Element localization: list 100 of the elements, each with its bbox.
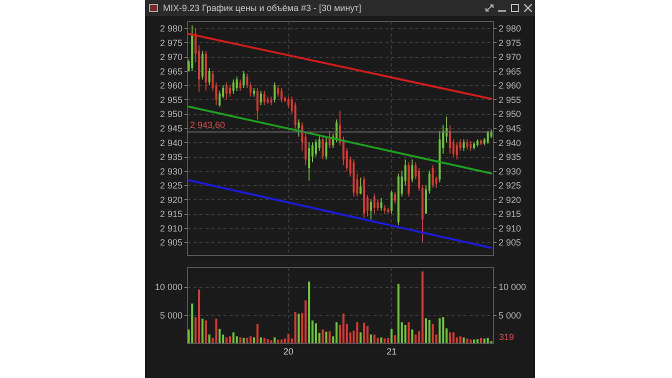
bar xyxy=(308,282,310,343)
bar xyxy=(274,337,276,343)
bar xyxy=(483,338,486,343)
bar xyxy=(246,338,248,343)
bar xyxy=(284,338,286,343)
text: 319 xyxy=(499,332,514,342)
y-tick-label: 2 950 xyxy=(160,109,182,120)
y2-tick-label: 2 965 xyxy=(498,66,522,76)
bar xyxy=(263,338,266,343)
y2-tick-label: 2 935 xyxy=(498,152,522,162)
bar xyxy=(424,318,427,343)
y2-tick-label: 2 940 xyxy=(498,138,522,148)
bar xyxy=(380,337,382,343)
bar xyxy=(270,340,272,343)
bar xyxy=(250,336,252,343)
y2-tick-label: 10 000 xyxy=(498,282,526,292)
y-tick-label: 2 975 xyxy=(160,38,182,48)
bar xyxy=(363,322,366,343)
bar xyxy=(260,337,262,343)
bar xyxy=(294,312,296,343)
bar xyxy=(322,329,324,343)
bar xyxy=(280,340,283,343)
bar xyxy=(226,337,228,343)
bar xyxy=(366,326,369,343)
bar xyxy=(356,322,358,343)
y-tick-label: 2 915 xyxy=(160,209,182,220)
y2-tick-label: 2 930 xyxy=(498,166,522,176)
bar xyxy=(376,338,379,343)
bar xyxy=(242,338,245,343)
y2-tick-label: 2 970 xyxy=(498,52,522,62)
bar xyxy=(404,324,406,343)
bar xyxy=(325,332,328,343)
y-tick-label: 2 960 xyxy=(160,80,182,91)
bar xyxy=(218,328,221,343)
bar xyxy=(208,334,210,343)
x-tick-label: 21 xyxy=(386,346,397,356)
bar xyxy=(411,329,414,343)
bar xyxy=(304,300,307,343)
bar xyxy=(397,284,400,343)
y2-tick-label: 2 915 xyxy=(498,209,522,220)
bar xyxy=(480,338,482,343)
bar xyxy=(277,340,280,343)
x-tick-label: 20 xyxy=(283,346,294,356)
bar xyxy=(256,324,259,343)
y-tick-label: 10 000 xyxy=(154,282,182,292)
bar xyxy=(476,339,479,343)
bar xyxy=(473,340,476,343)
bar xyxy=(204,320,207,343)
y2-tick-label: 2 945 xyxy=(498,124,522,134)
bar xyxy=(459,336,462,343)
bar xyxy=(232,332,234,343)
bar xyxy=(448,332,452,343)
bar xyxy=(360,332,362,343)
bar xyxy=(421,272,424,343)
bar xyxy=(442,317,444,343)
y-tick-label: 5 000 xyxy=(160,310,182,320)
bar xyxy=(370,334,372,343)
y2-tick-label: 2 980 xyxy=(498,24,522,34)
bar xyxy=(384,338,386,343)
bar xyxy=(266,339,269,343)
bar xyxy=(342,314,344,343)
y-tick-label: 2 965 xyxy=(160,66,182,76)
ref-line-label: 2 943,60 xyxy=(190,120,226,130)
bar xyxy=(452,332,454,343)
y2-tick-label: 2 960 xyxy=(498,80,522,91)
y-tick-label: 2 920 xyxy=(160,194,182,205)
bar xyxy=(228,336,232,343)
y2-tick-label: 2 955 xyxy=(498,94,522,105)
bar xyxy=(414,334,417,343)
bar xyxy=(466,338,468,343)
y-tick-label: 2 940 xyxy=(160,138,182,148)
y-tick-label: 2 945 xyxy=(160,124,182,134)
bar xyxy=(201,318,204,343)
bar xyxy=(198,290,200,343)
bar xyxy=(432,324,434,343)
y2-tick-label: 2 925 xyxy=(498,180,522,191)
y-tick-label: 2 970 xyxy=(160,52,182,62)
y-tick-label: 2 905 xyxy=(160,238,182,248)
bar xyxy=(236,336,238,343)
y-tick-label: 2 955 xyxy=(160,94,182,105)
y-tick-label: 2 980 xyxy=(160,24,182,34)
y2-tick-label: 2 920 xyxy=(498,194,522,205)
bar xyxy=(215,318,218,343)
bar xyxy=(373,334,376,343)
y-tick-label: 2 935 xyxy=(160,152,182,162)
y2-tick-label: 2 910 xyxy=(498,223,522,234)
bar xyxy=(394,335,396,343)
y-tick-label: 2 930 xyxy=(160,166,182,176)
y2-tick-label: 2 905 xyxy=(498,238,522,248)
y-tick-label: 2 925 xyxy=(160,180,182,191)
bar xyxy=(298,314,300,343)
y2-tick-label: 2 950 xyxy=(498,109,522,120)
bar xyxy=(408,322,410,343)
y2-tick-label: 2 975 xyxy=(498,38,522,48)
bar xyxy=(428,320,430,343)
bar xyxy=(462,337,465,343)
bar xyxy=(470,340,472,343)
chart-title: MIX-9.23 График цены и объёма #3 - [30 минут] xyxy=(163,2,362,15)
bar xyxy=(390,328,393,343)
bar xyxy=(486,338,489,343)
